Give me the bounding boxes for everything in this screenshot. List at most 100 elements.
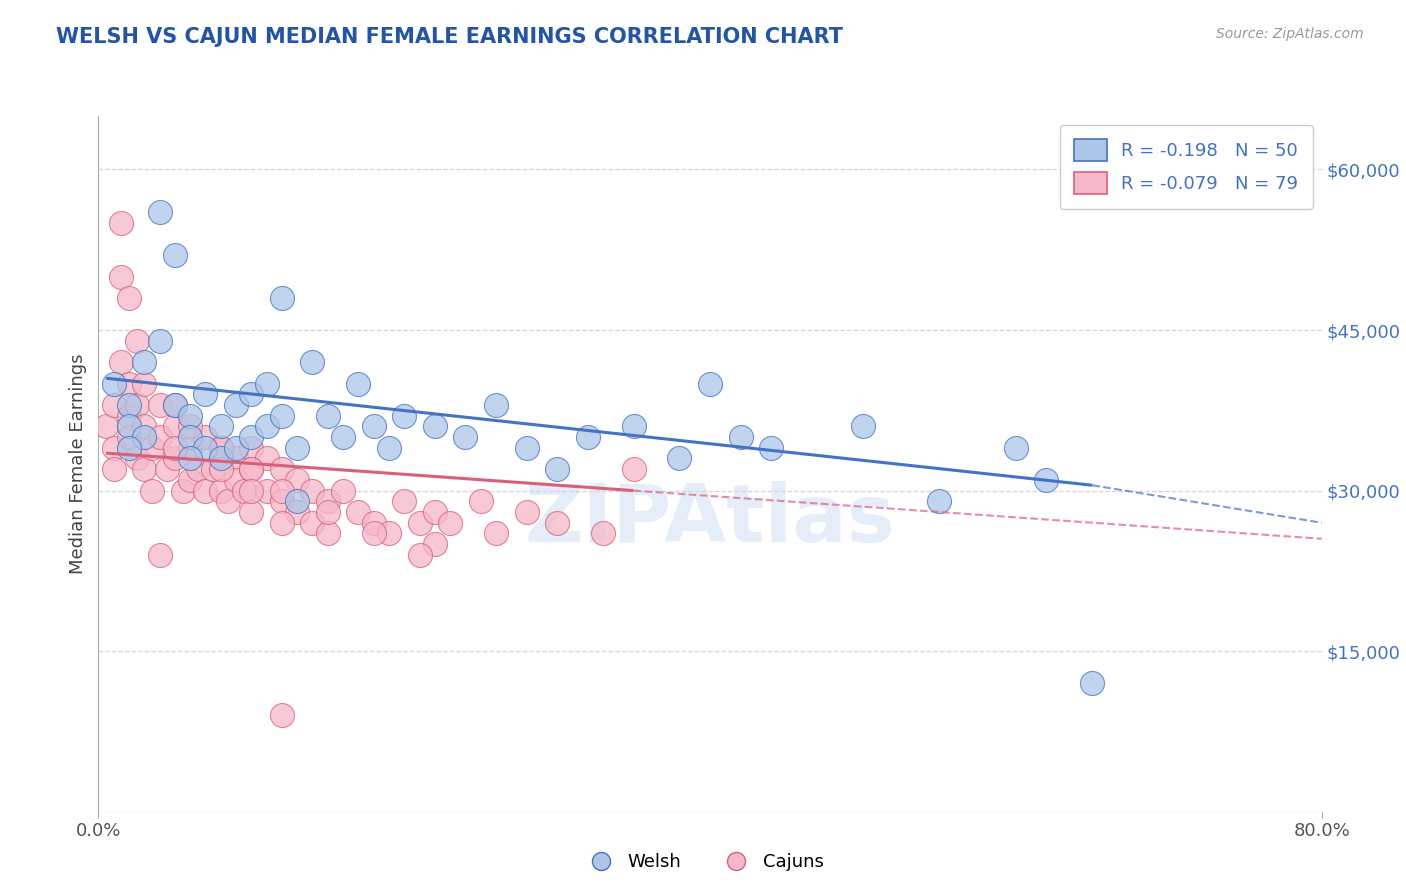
Point <box>347 505 370 519</box>
Point <box>363 419 385 434</box>
Point <box>363 526 385 541</box>
Point <box>163 248 186 262</box>
Point <box>316 409 339 423</box>
Point <box>392 494 416 508</box>
Point <box>270 291 292 305</box>
Point <box>134 430 156 444</box>
Point <box>363 516 385 530</box>
Point <box>592 526 614 541</box>
Point <box>285 473 308 487</box>
Point <box>209 483 232 498</box>
Point <box>110 216 132 230</box>
Point <box>546 462 568 476</box>
Point <box>163 398 186 412</box>
Point <box>240 430 263 444</box>
Point <box>270 708 292 723</box>
Point <box>256 376 278 391</box>
Point <box>668 451 690 466</box>
Point <box>423 537 446 551</box>
Point <box>378 441 401 455</box>
Point <box>141 483 163 498</box>
Point <box>209 451 232 466</box>
Point <box>103 462 125 476</box>
Point <box>225 473 247 487</box>
Point <box>256 483 278 498</box>
Point <box>270 516 292 530</box>
Point <box>179 419 201 434</box>
Point <box>134 376 156 391</box>
Point <box>179 430 201 444</box>
Point <box>103 376 125 391</box>
Point <box>316 526 339 541</box>
Point <box>316 505 339 519</box>
Point <box>163 398 186 412</box>
Point <box>301 516 323 530</box>
Point <box>576 430 599 444</box>
Point <box>270 494 292 508</box>
Point <box>423 505 446 519</box>
Point <box>1081 676 1104 690</box>
Point <box>110 269 132 284</box>
Point <box>118 409 141 423</box>
Point <box>439 516 461 530</box>
Point <box>103 441 125 455</box>
Point <box>118 430 141 444</box>
Point <box>256 451 278 466</box>
Point <box>759 441 782 455</box>
Point <box>408 548 430 562</box>
Point <box>347 376 370 391</box>
Point <box>149 430 172 444</box>
Point <box>209 441 232 455</box>
Point <box>209 441 232 455</box>
Legend: Welsh, Cajuns: Welsh, Cajuns <box>575 847 831 879</box>
Point <box>730 430 752 444</box>
Point <box>1004 441 1026 455</box>
Point <box>163 451 186 466</box>
Point <box>928 494 950 508</box>
Point <box>408 516 430 530</box>
Text: Source: ZipAtlas.com: Source: ZipAtlas.com <box>1216 27 1364 41</box>
Point <box>454 430 477 444</box>
Legend: R = -0.198   N = 50, R = -0.079   N = 79: R = -0.198 N = 50, R = -0.079 N = 79 <box>1060 125 1313 209</box>
Point <box>225 398 247 412</box>
Point <box>125 398 148 412</box>
Point <box>225 441 247 455</box>
Point <box>141 441 163 455</box>
Point <box>194 387 217 401</box>
Point <box>485 398 508 412</box>
Point <box>285 494 308 508</box>
Point <box>332 430 354 444</box>
Point <box>516 505 538 519</box>
Point <box>110 355 132 369</box>
Point <box>172 483 194 498</box>
Point <box>699 376 721 391</box>
Point <box>202 462 225 476</box>
Point <box>118 291 141 305</box>
Point <box>240 462 263 476</box>
Point <box>125 451 148 466</box>
Point <box>163 441 186 455</box>
Point <box>301 483 323 498</box>
Y-axis label: Median Female Earnings: Median Female Earnings <box>69 353 87 574</box>
Point <box>179 441 201 455</box>
Point <box>623 419 645 434</box>
Point <box>1035 473 1057 487</box>
Point <box>225 451 247 466</box>
Point <box>94 419 117 434</box>
Point <box>270 462 292 476</box>
Point <box>134 355 156 369</box>
Point <box>301 355 323 369</box>
Point <box>470 494 492 508</box>
Point <box>118 376 141 391</box>
Point <box>103 398 125 412</box>
Point <box>240 387 263 401</box>
Point <box>316 494 339 508</box>
Point <box>118 398 141 412</box>
Text: WELSH VS CAJUN MEDIAN FEMALE EARNINGS CORRELATION CHART: WELSH VS CAJUN MEDIAN FEMALE EARNINGS CO… <box>56 27 844 46</box>
Point <box>134 462 156 476</box>
Point <box>270 409 292 423</box>
Point <box>163 419 186 434</box>
Point <box>217 494 239 508</box>
Point <box>149 548 172 562</box>
Text: ZIPAtlas: ZIPAtlas <box>524 481 896 558</box>
